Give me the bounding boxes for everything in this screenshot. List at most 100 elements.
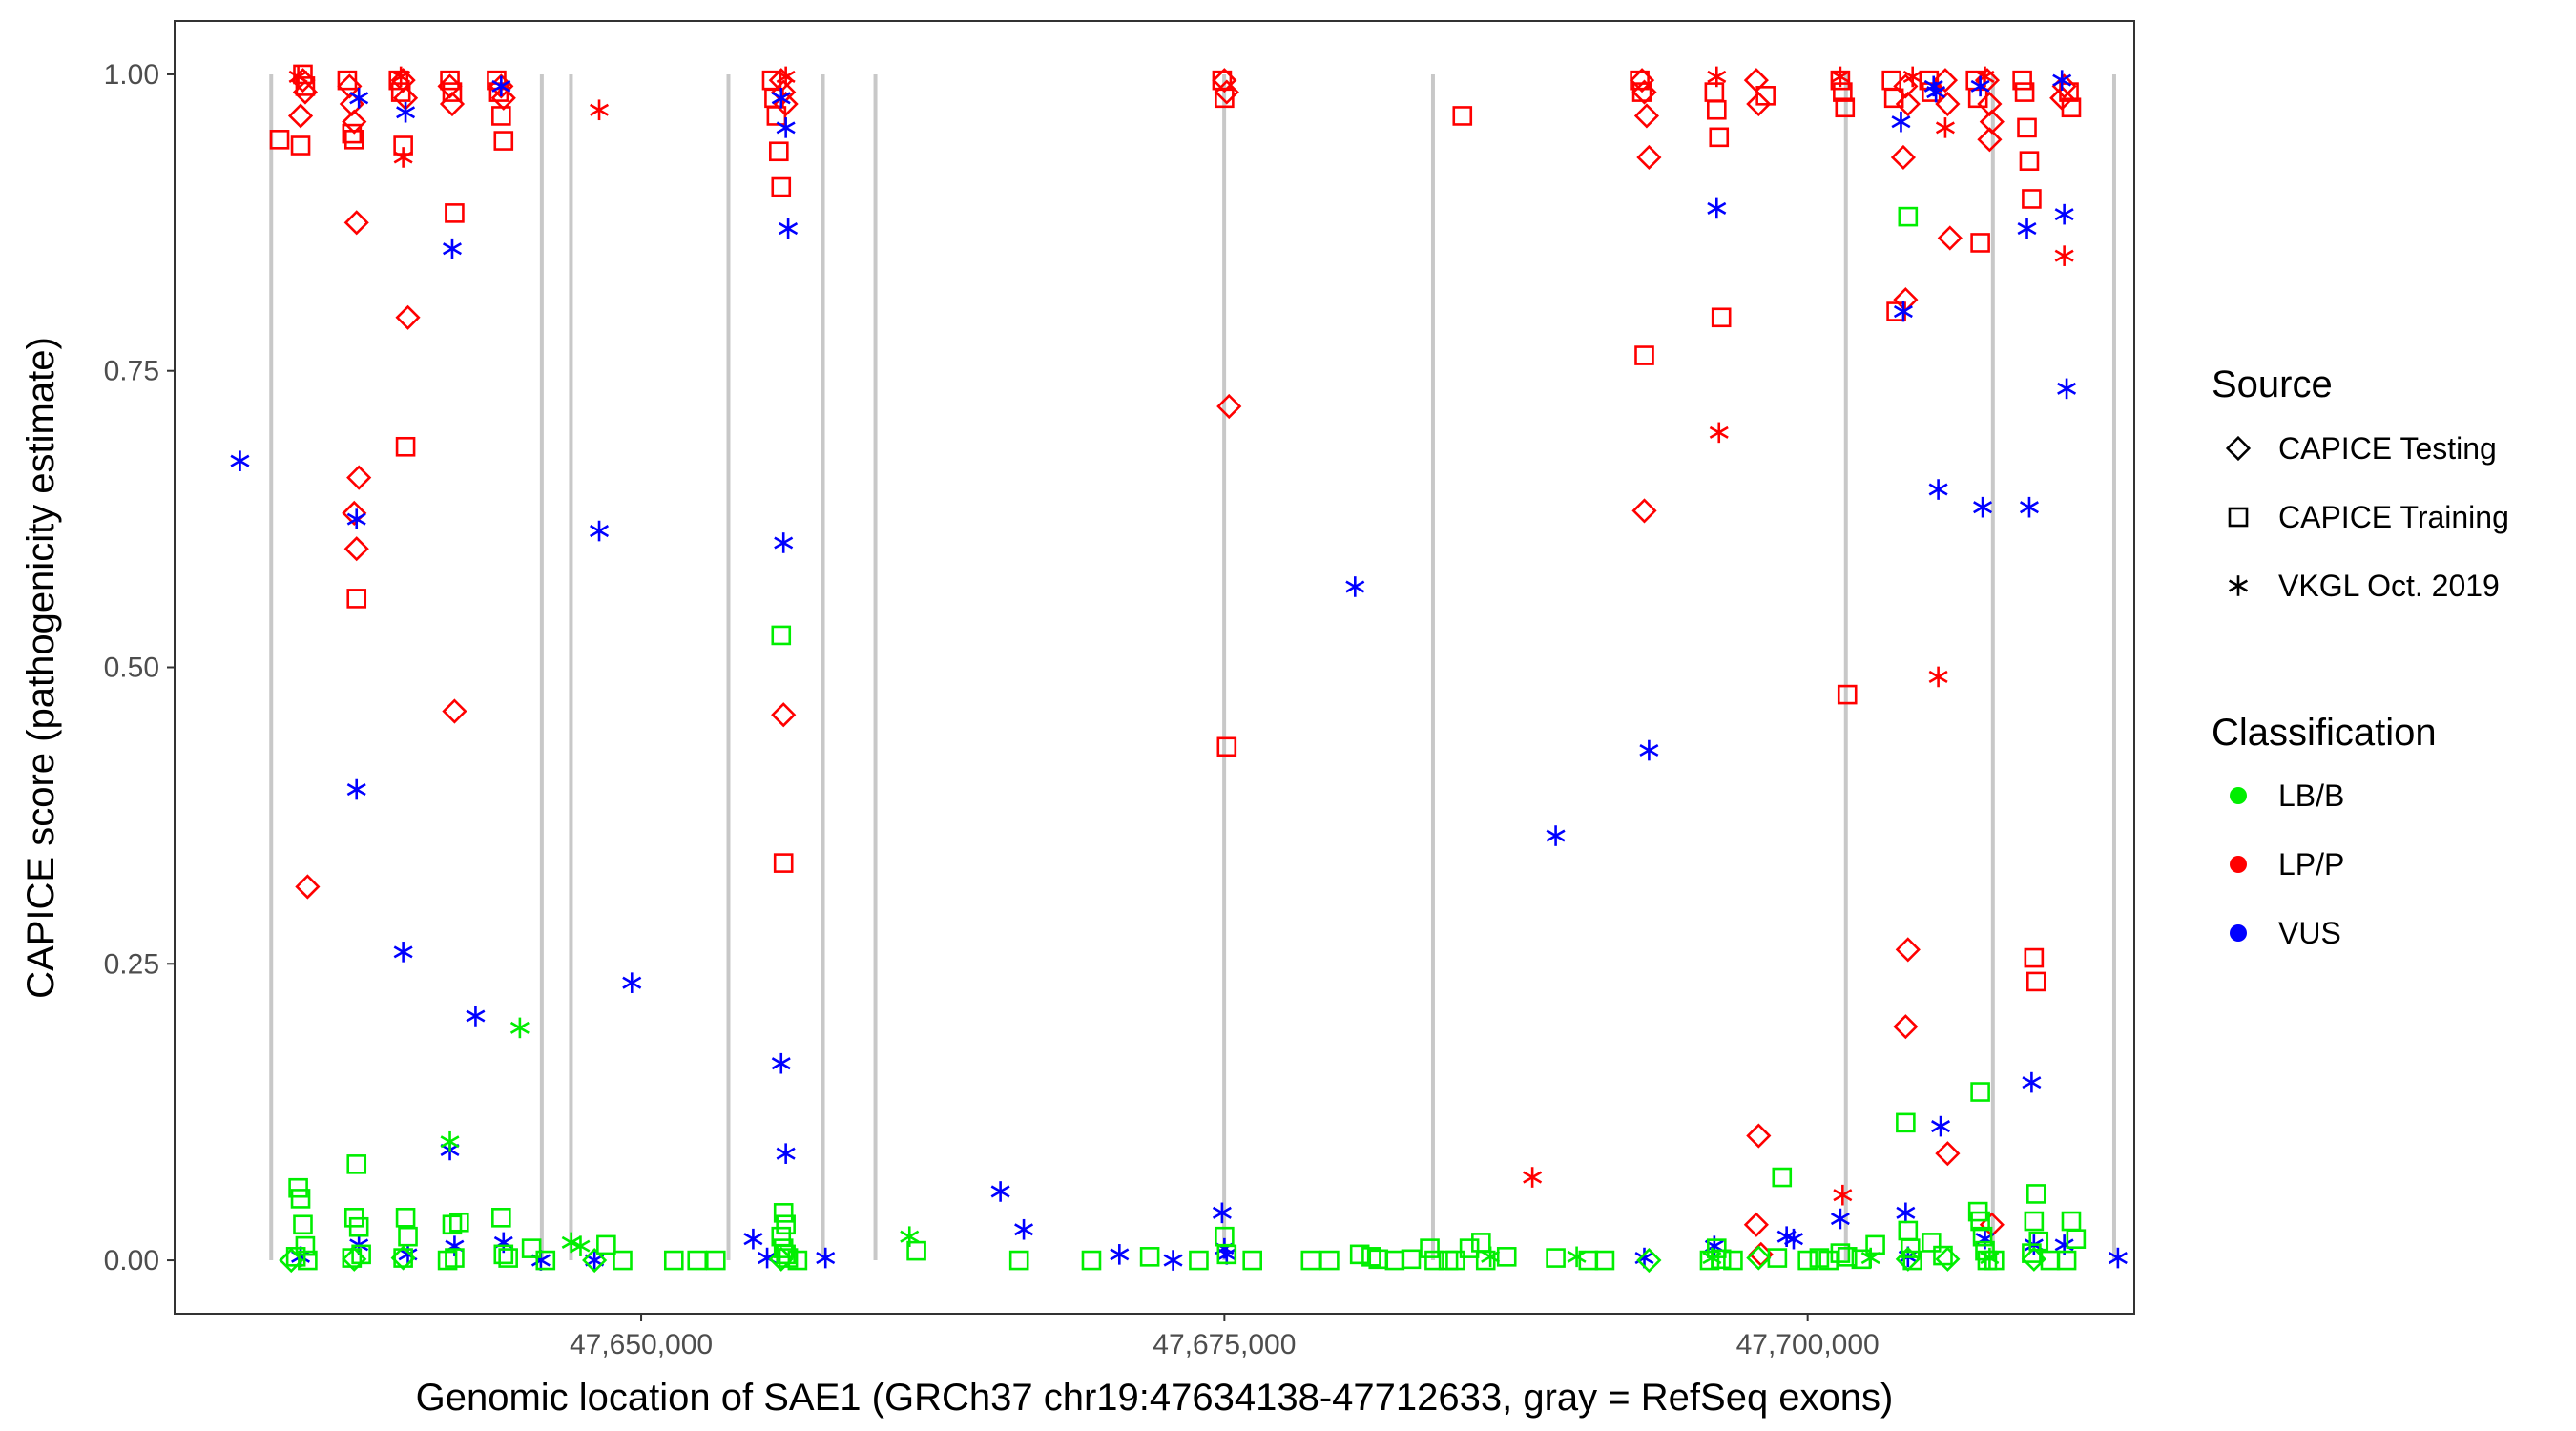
x-tick-label: 47,700,000 [1736, 1329, 1880, 1360]
legend-class-label: LB/B [2278, 778, 2344, 813]
y-tick-label: 0.25 [104, 948, 159, 980]
data-point-diamond [1631, 498, 1657, 524]
data-point-square [285, 1247, 306, 1267]
data-point-asterisk [396, 101, 416, 123]
legend-source-item: VKGL Oct. 2019 [2228, 569, 2500, 603]
data-point-square [705, 1250, 726, 1271]
data-point-diamond [1895, 91, 1921, 117]
data-point-asterisk [1896, 1202, 1916, 1224]
legend-asterisk-icon [2228, 575, 2249, 596]
data-point-asterisk [1893, 301, 1913, 322]
y-tick-label: 0.75 [104, 356, 159, 387]
data-point-asterisk [776, 1143, 796, 1164]
data-point-square [1319, 1250, 1340, 1271]
data-point-square [442, 1214, 463, 1235]
data-point-square [2024, 1211, 2045, 1232]
data-point-square [1933, 1245, 1953, 1266]
data-point-square [2066, 1229, 2087, 1249]
data-point-square [293, 1214, 313, 1235]
data-point-square [2061, 97, 2082, 118]
data-point-square [769, 141, 789, 162]
data-point-diamond [1743, 1212, 1769, 1237]
data-point-asterisk [1163, 1250, 1183, 1271]
data-point-square [346, 1154, 367, 1174]
data-point-square [2017, 117, 2037, 138]
data-point-asterisk [771, 1052, 791, 1074]
legend-source-label: VKGL Oct. 2019 [2278, 569, 2500, 603]
legend-square-icon [2228, 507, 2249, 528]
data-point-square [1424, 1250, 1444, 1271]
legend-color-dot-icon [2230, 787, 2247, 804]
data-point-square [2014, 82, 2035, 102]
legend-source-label: CAPICE Testing [2278, 431, 2497, 466]
data-point-asterisk [776, 66, 796, 88]
data-point-diamond [346, 465, 372, 490]
data-point-diamond [1890, 144, 1917, 171]
data-point-square [1242, 1250, 1262, 1271]
data-point-square [1767, 1248, 1788, 1268]
data-point-asterisk [442, 238, 462, 259]
data-point-asterisk [2019, 496, 2039, 518]
data-point-square [2028, 1231, 2049, 1252]
data-point-asterisk [1833, 1184, 1853, 1206]
data-point-diamond [342, 500, 367, 526]
data-point-asterisk [1345, 576, 1365, 597]
data-point-diamond [292, 79, 319, 105]
data-point-diamond [342, 109, 367, 135]
data-point-diamond [287, 103, 314, 129]
data-point-asterisk [2108, 1247, 2128, 1269]
data-point-diamond [771, 702, 797, 728]
data-point-asterisk [561, 1232, 581, 1254]
data-point-square [2012, 70, 2032, 91]
data-point-square [2026, 1184, 2046, 1204]
data-point-asterisk [1783, 1228, 1803, 1250]
data-point-square [1902, 1250, 1923, 1271]
data-point-square [493, 1244, 514, 1265]
data-point-asterisk [346, 778, 366, 800]
exon-lines [269, 73, 2116, 1261]
data-point-diamond [1636, 144, 1662, 171]
data-point-square [337, 70, 358, 91]
data-point-square [395, 1208, 416, 1228]
data-point-asterisk [393, 942, 413, 963]
data-point-square [1008, 1250, 1029, 1271]
data-point-square [298, 1250, 318, 1271]
data-point-square [1215, 88, 1235, 109]
data-point-square [491, 1208, 511, 1228]
data-point-square [2019, 151, 2040, 171]
data-point-square [1830, 1243, 1851, 1263]
data-point-square [2022, 189, 2042, 209]
data-point-asterisk [346, 508, 366, 529]
data-point-square [1711, 1249, 1732, 1270]
data-point-square [445, 1248, 465, 1268]
x-tick-label: 47,650,000 [570, 1329, 713, 1360]
data-point-diamond [1895, 937, 1921, 963]
data-point-asterisk [743, 1228, 763, 1250]
data-point-asterisk [1902, 66, 1922, 88]
legend-class-item: LP/P [2230, 847, 2344, 881]
data-point-asterisk [2054, 203, 2074, 225]
data-point-asterisk [1926, 81, 1946, 103]
data-point-square [442, 82, 463, 102]
legend-class-label: LP/P [2278, 847, 2344, 881]
data-point-square [906, 1240, 926, 1261]
data-point-diamond [490, 85, 516, 111]
data-point-square [771, 176, 792, 197]
data-point-asterisk [774, 532, 794, 553]
data-point-asterisk [1546, 825, 1566, 846]
data-point-diamond [1746, 91, 1772, 117]
data-point-asterisk [1523, 1167, 1543, 1188]
data-point-asterisk [816, 1247, 836, 1269]
data-point-square [1921, 1233, 1942, 1253]
data-point-asterisk [590, 99, 610, 121]
data-point-asterisk [1110, 1244, 1130, 1265]
data-point-square [787, 1250, 808, 1271]
data-point-square [269, 130, 290, 150]
y-axis: 0.00 0.25 0.50 0.75 1.00 [104, 59, 175, 1276]
data-point-asterisk [1567, 1246, 1587, 1268]
data-point-diamond [442, 698, 467, 724]
data-point-square [498, 1248, 518, 1268]
data-point-square [440, 70, 460, 91]
data-point-square [1216, 1244, 1237, 1265]
data-point-asterisk [230, 450, 250, 471]
